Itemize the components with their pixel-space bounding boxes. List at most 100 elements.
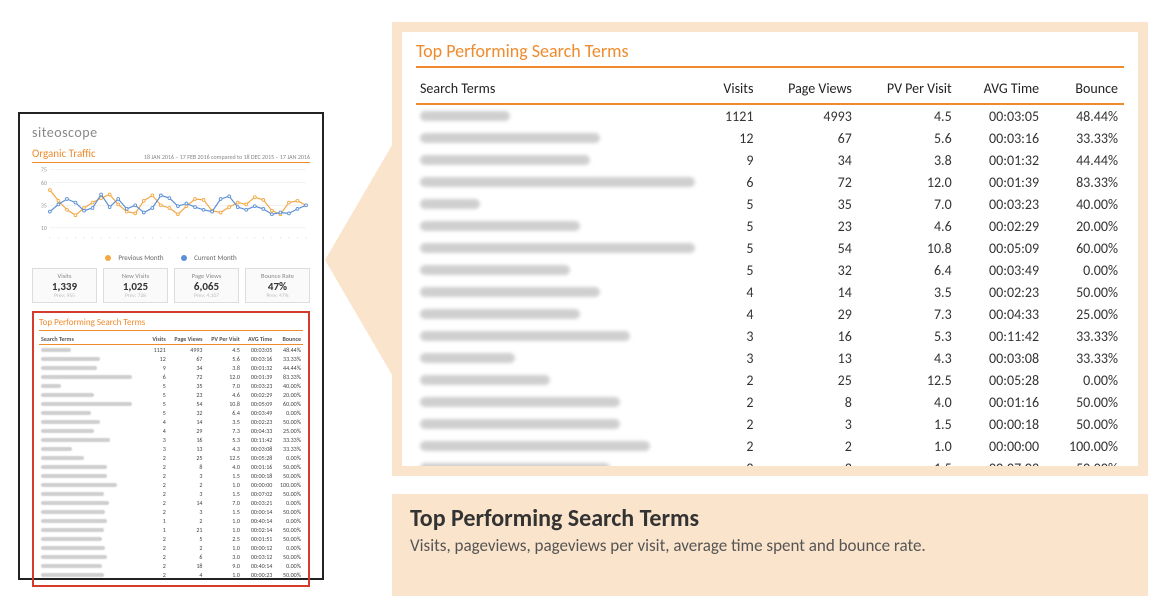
description-box: Top Performing Search Terms Visits, page… xyxy=(392,494,1148,596)
table-row: 231.500:00:1850.00% xyxy=(416,413,1124,435)
cell-visits: 2 xyxy=(706,413,759,435)
table-header: Bounce xyxy=(274,334,303,345)
cell-avg-time: 00:04:33 xyxy=(958,303,1045,325)
cell-search-term xyxy=(416,127,706,149)
legend-prev: Previous Month xyxy=(118,253,163,262)
cell-search-term xyxy=(39,345,148,355)
svg-text:60: 60 xyxy=(41,179,47,187)
cell-pv-per-visit: 4.6 xyxy=(858,215,958,237)
cell-bounce: 33.33% xyxy=(1045,325,1124,347)
cell-pageviews: 2 xyxy=(759,435,857,457)
cell-search-term xyxy=(416,259,706,281)
cell-search-term xyxy=(39,516,148,525)
cell-pageviews: 16 xyxy=(759,325,857,347)
table-row: 12675.600:03:1633.33% xyxy=(39,354,303,363)
cell-bounce: 44.44% xyxy=(1045,149,1124,171)
cell-search-term xyxy=(416,413,706,435)
cell-avg-time: 00:03:49 xyxy=(958,259,1045,281)
kpi-sub: Prev: 47% xyxy=(248,293,307,299)
cell-pageviews: 32 xyxy=(759,259,857,281)
table-row: 55410.800:05:0960.00% xyxy=(39,399,303,408)
cell-search-term xyxy=(416,215,706,237)
cell-pv-per-visit: 4.0 xyxy=(858,391,958,413)
cell-pv-per-visit: 4.5 xyxy=(858,104,958,127)
search-terms-highlight: Top Performing Search Terms Search Terms… xyxy=(32,311,310,587)
cell-visits: 5 xyxy=(706,259,759,281)
cell-pv-per-visit: 1.5 xyxy=(858,413,958,435)
cell-avg-time: 00:05:09 xyxy=(958,237,1045,259)
cell-search-term xyxy=(39,543,148,552)
table-row: 3165.300:11:4233.33% xyxy=(39,435,303,444)
table-row: 112149934.500:03:0548.44% xyxy=(39,345,303,355)
cell-search-term xyxy=(39,498,148,507)
table-header: Search Terms xyxy=(39,334,148,345)
cell-avg-time: 00:01:16 xyxy=(958,391,1045,413)
table-row: 2189.000:40:140.00% xyxy=(39,561,303,570)
table-header: PV Per Visit xyxy=(858,76,958,104)
table-row: 284.000:01:1650.00% xyxy=(416,391,1124,413)
table-header: Bounce xyxy=(1045,76,1124,104)
cell-visits: 12 xyxy=(706,127,759,149)
cell-search-term xyxy=(39,372,148,381)
cell-pageviews: 54 xyxy=(759,237,857,259)
cell-bounce: 20.00% xyxy=(1045,215,1124,237)
cell-bounce: 40.00% xyxy=(1045,193,1124,215)
kpi-card: Visits1,339Prev: 955 xyxy=(32,268,97,303)
cell-bounce: 50.00% xyxy=(1045,413,1124,435)
table-header: Page Views xyxy=(759,76,857,104)
cell-search-term xyxy=(416,237,706,259)
cell-search-term xyxy=(39,570,148,579)
table-row: 4297.300:04:3325.00% xyxy=(416,303,1124,325)
cell-visits: 6 xyxy=(706,171,759,193)
cell-search-term xyxy=(416,457,706,466)
svg-text:10: 10 xyxy=(41,224,47,232)
cell-search-term xyxy=(416,193,706,215)
table-row: 284.000:01:1650.00% xyxy=(39,462,303,471)
main-callout-panel: Top Performing Search Terms Search Terms… xyxy=(392,22,1148,476)
cell-pv-per-visit: 1.0 xyxy=(858,435,958,457)
cell-bounce: 50.00% xyxy=(1045,281,1124,303)
cell-bounce: 50.00% xyxy=(1045,391,1124,413)
cell-search-term xyxy=(39,561,148,570)
legend-curr: Current Month xyxy=(194,253,237,262)
kpi-label: Visits xyxy=(35,272,94,280)
cell-pageviews: 8 xyxy=(759,391,857,413)
cell-search-term xyxy=(39,534,148,543)
description-body: Visits, pageviews, pageviews per visit, … xyxy=(410,535,1130,558)
table-row: 1211.000:02:1450.00% xyxy=(39,525,303,534)
table-row: 22512.500:05:280.00% xyxy=(416,369,1124,391)
cell-visits: 3 xyxy=(706,325,759,347)
cell-pv-per-visit: 10.8 xyxy=(858,237,958,259)
table-row: 231.500:00:1450.00% xyxy=(39,507,303,516)
cell-search-term xyxy=(416,104,706,127)
cell-visits: 4 xyxy=(706,303,759,325)
cell-avg-time: 00:02:23 xyxy=(958,281,1045,303)
cell-visits: 2 xyxy=(706,457,759,466)
organic-traffic-chart: 10356075 xyxy=(32,165,310,251)
cell-search-term xyxy=(39,525,148,534)
table-row: 263.000:03:1250.00% xyxy=(39,552,303,561)
table-row: 231.500:00:1850.00% xyxy=(39,471,303,480)
cell-search-term xyxy=(39,489,148,498)
table-row: 252.500:01:5150.00% xyxy=(39,534,303,543)
kpi-label: New Visits xyxy=(106,272,165,280)
cell-pv-per-visit: 3.8 xyxy=(858,149,958,171)
table-header: Page Views xyxy=(168,334,205,345)
report-thumbnail: siteoscope Organic Traffic 18 JAN 2016 –… xyxy=(18,112,324,580)
table-row: 5234.600:02:2920.00% xyxy=(39,390,303,399)
kpi-value: 1,025 xyxy=(106,280,165,293)
table-row: 5326.400:03:490.00% xyxy=(416,259,1124,281)
cell-visits: 2 xyxy=(706,435,759,457)
table-row: 2147.000:03:210.00% xyxy=(39,498,303,507)
cell-search-term xyxy=(39,390,148,399)
cell-visits: 2 xyxy=(706,369,759,391)
table-row: 22512.500:05:280.00% xyxy=(39,453,303,462)
cell-pageviews: 34 xyxy=(759,149,857,171)
cell-search-term xyxy=(416,369,706,391)
cell-visits: 2 xyxy=(706,391,759,413)
cell-search-term xyxy=(39,381,148,390)
cell-pageviews: 25 xyxy=(759,369,857,391)
description-title: Top Performing Search Terms xyxy=(410,504,1130,533)
cell-pageviews: 14 xyxy=(759,281,857,303)
search-terms-title-mini: Top Performing Search Terms xyxy=(39,317,303,331)
